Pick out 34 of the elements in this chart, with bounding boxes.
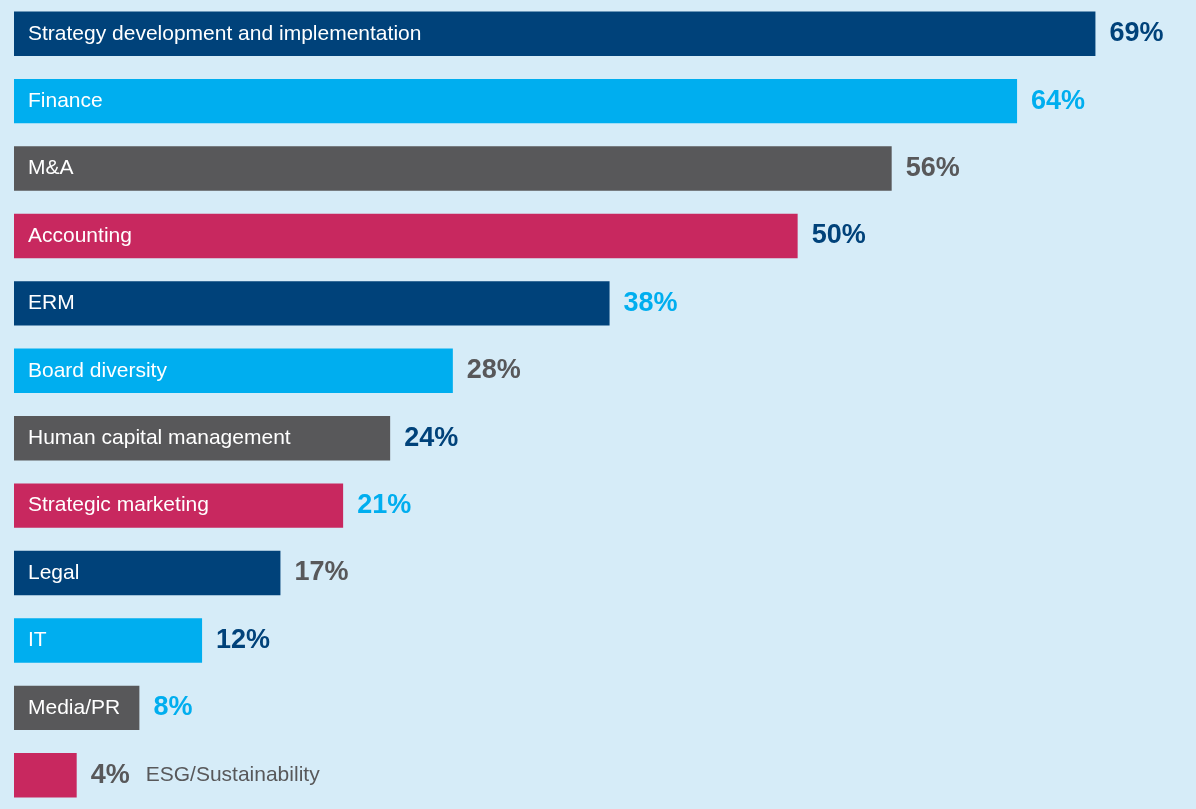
bar <box>14 213 798 259</box>
data-label: 21% <box>357 489 412 520</box>
y-tick-label: Board diversity <box>28 357 168 381</box>
bar <box>14 618 203 663</box>
bar <box>14 146 892 191</box>
bar <box>14 753 77 798</box>
bar <box>14 281 610 326</box>
data-label: 8% <box>153 691 193 722</box>
bar <box>14 550 281 596</box>
y-tick-label: Strategy development and implementation <box>28 20 422 44</box>
data-label: 24% <box>404 421 459 452</box>
bar <box>14 483 344 528</box>
data-label: 69% <box>1109 17 1164 48</box>
y-tick-label: ESG/Sustainability <box>145 762 321 786</box>
data-label: 50% <box>811 219 866 250</box>
y-tick-label: Strategic marketing <box>28 492 209 516</box>
y-tick-label: Accounting <box>28 222 132 246</box>
data-label: 56% <box>905 151 960 182</box>
bar <box>14 348 453 394</box>
y-tick-label: M&A <box>28 155 74 179</box>
bar <box>14 78 1018 124</box>
y-tick-label: Human capital management <box>28 425 291 449</box>
y-tick-label: Finance <box>28 87 103 111</box>
data-label: 64% <box>1031 84 1086 115</box>
data-label: 17% <box>294 556 349 587</box>
bar <box>14 11 1096 56</box>
y-tick-label: ERM <box>28 290 75 314</box>
y-tick-label: IT <box>28 627 47 651</box>
y-tick-label: Legal <box>28 559 80 583</box>
data-label: 12% <box>216 623 271 654</box>
data-label: 38% <box>623 286 678 317</box>
data-label: 28% <box>466 354 521 385</box>
data-label: 4% <box>90 758 130 789</box>
y-tick-label: Media/PR <box>28 694 121 718</box>
